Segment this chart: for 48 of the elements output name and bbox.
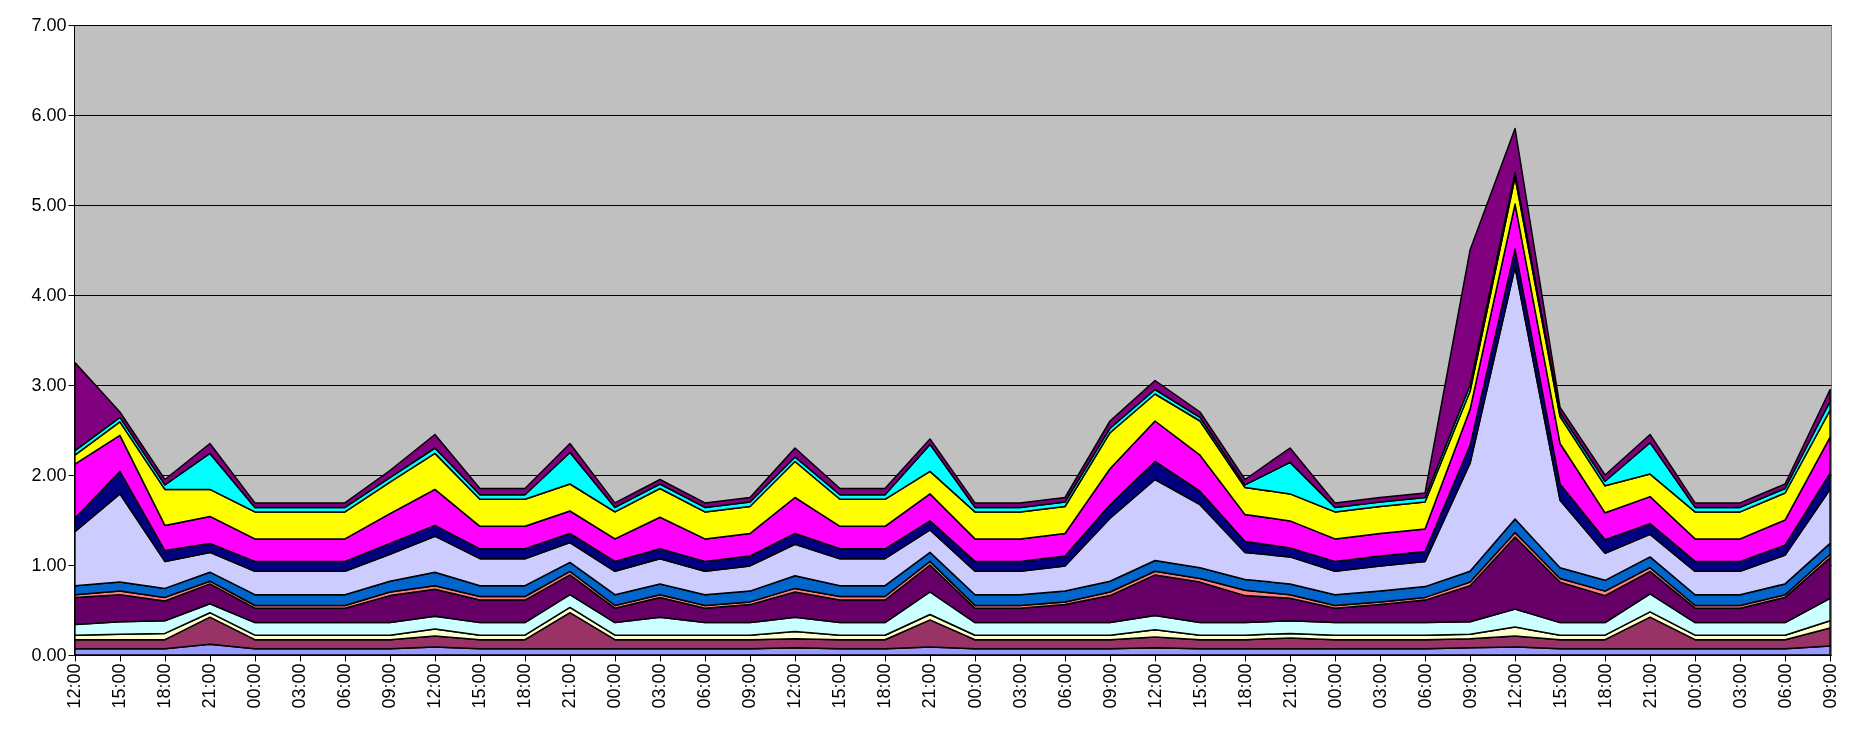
x-tick-label: 18:00 xyxy=(514,663,535,709)
y-tick-label: 6.00 xyxy=(31,104,67,125)
x-tick-label: 09:00 xyxy=(739,663,760,709)
x-tick-label: 21:00 xyxy=(919,663,940,709)
y-tick-label: 2.00 xyxy=(31,464,67,485)
x-tick-label: 06:00 xyxy=(334,663,355,709)
x-tick-label: 06:00 xyxy=(1054,663,1075,709)
x-tick-label: 21:00 xyxy=(1639,663,1660,709)
x-tick-label: 12:00 xyxy=(64,663,85,709)
x-tick-label: 03:00 xyxy=(1369,663,1390,709)
y-tick-label: 5.00 xyxy=(31,194,67,215)
x-tick-label: 06:00 xyxy=(1414,663,1435,709)
y-tick-label: 7.00 xyxy=(31,14,67,35)
x-tick-label: 03:00 xyxy=(289,663,310,709)
x-tick-label: 12:00 xyxy=(424,663,445,709)
x-tick-label: 18:00 xyxy=(1594,663,1615,709)
x-tick-label: 15:00 xyxy=(469,663,490,709)
x-tick-label: 00:00 xyxy=(244,663,265,709)
x-tick-label: 15:00 xyxy=(109,663,130,709)
x-tick-label: 09:00 xyxy=(1099,663,1120,709)
y-tick-label: 1.00 xyxy=(31,554,67,575)
x-tick-label: 06:00 xyxy=(694,663,715,709)
x-tick-label: 15:00 xyxy=(829,663,850,709)
x-tick-label: 09:00 xyxy=(379,663,400,709)
x-tick-label: 18:00 xyxy=(154,663,175,709)
x-tick-label: 12:00 xyxy=(1504,663,1525,709)
x-tick-label: 12:00 xyxy=(1144,663,1165,709)
x-tick-label: 15:00 xyxy=(1549,663,1570,709)
x-tick-label: 21:00 xyxy=(559,663,580,709)
x-tick-label: 00:00 xyxy=(964,663,985,709)
x-tick-label: 12:00 xyxy=(784,663,805,709)
x-tick-label: 03:00 xyxy=(1009,663,1030,709)
x-tick-label: 09:00 xyxy=(1819,663,1840,709)
x-tick-label: 21:00 xyxy=(1279,663,1300,709)
x-tick-label: 00:00 xyxy=(1684,663,1705,709)
x-tick-label: 18:00 xyxy=(874,663,895,709)
y-tick-label: 0.00 xyxy=(31,644,67,665)
x-tick-label: 00:00 xyxy=(1324,663,1345,709)
y-tick-label: 3.00 xyxy=(31,374,67,395)
x-tick-label: 09:00 xyxy=(1459,663,1480,709)
x-tick-label: 03:00 xyxy=(649,663,670,709)
x-tick-label: 21:00 xyxy=(199,663,220,709)
y-tick-label: 4.00 xyxy=(31,284,67,305)
x-tick-label: 03:00 xyxy=(1729,663,1750,709)
x-tick-label: 15:00 xyxy=(1189,663,1210,709)
x-tick-label: 18:00 xyxy=(1234,663,1255,709)
x-tick-label: 06:00 xyxy=(1774,663,1795,709)
x-tick-label: 00:00 xyxy=(604,663,625,709)
